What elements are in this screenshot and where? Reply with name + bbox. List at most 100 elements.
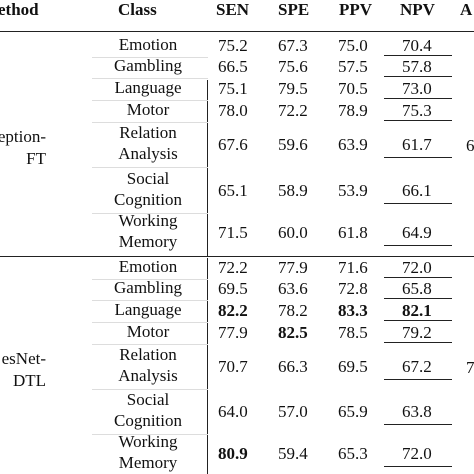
- cell-npv: 67.2: [402, 357, 432, 376]
- header-acc: A: [460, 0, 473, 19]
- cell-spe: 63.6: [278, 279, 308, 298]
- cell-ppv: 70.5: [338, 79, 368, 98]
- cell-spe: 78.2: [278, 301, 308, 320]
- cell-spe: 59.6: [278, 135, 308, 154]
- method-label: eption-: [0, 127, 46, 146]
- cell-spe: 79.5: [278, 79, 308, 98]
- cell-sen: 82.2: [218, 301, 248, 320]
- header-spe: SPE: [278, 0, 310, 19]
- cell-sen: 75.1: [218, 79, 248, 98]
- cell-spe: 59.4: [278, 444, 308, 463]
- cell-spe: 75.6: [278, 57, 308, 76]
- cell-npv: 57.8: [402, 57, 432, 76]
- npv-underline: [384, 342, 452, 343]
- cell-spe: 67.3: [278, 36, 308, 55]
- cell-sen: 66.5: [218, 57, 248, 76]
- cell-npv: 61.7: [402, 135, 432, 154]
- class-label: Relation: [119, 345, 177, 364]
- class-label: Working: [118, 211, 178, 230]
- class-label: Cognition: [113, 190, 182, 209]
- cell-ppv: 57.5: [338, 57, 368, 76]
- cell-sen: 70.7: [218, 357, 248, 376]
- row-separator: [92, 57, 208, 58]
- cell-ppv: 71.6: [338, 258, 368, 277]
- npv-underline: [384, 120, 452, 121]
- class-label: Emotion: [118, 35, 178, 54]
- cell-ppv: 75.0: [338, 36, 368, 55]
- cell-npv: 75.3: [402, 101, 432, 120]
- class-label: Cognition: [113, 411, 182, 430]
- class-label: Language: [114, 300, 182, 319]
- cell-ppv: 65.3: [338, 444, 368, 463]
- npv-underline: [384, 157, 452, 158]
- cell-spe: 57.0: [278, 402, 308, 421]
- npv-underline: [384, 277, 452, 278]
- class-label: Relation: [119, 123, 177, 142]
- cell-spe: 77.9: [278, 258, 308, 277]
- cell-npv: 65.8: [402, 279, 432, 298]
- cell-ppv: 69.5: [338, 357, 368, 376]
- cell-spe: 58.9: [278, 181, 308, 200]
- method-label: esNet-: [1, 349, 46, 368]
- column-divider: [207, 258, 208, 474]
- cell-npv: 82.1: [402, 301, 432, 320]
- cell-sen: 69.5: [218, 279, 248, 298]
- method-label: FT: [26, 149, 46, 168]
- cell-npv: 63.8: [402, 402, 432, 421]
- class-label: Analysis: [118, 144, 178, 163]
- cell-sen: 75.2: [218, 36, 248, 55]
- cell-npv: 72.0: [402, 444, 432, 463]
- cell-ppv: 53.9: [338, 181, 368, 200]
- cell-npv: 70.4: [402, 36, 432, 55]
- npv-underline: [384, 245, 452, 246]
- row-separator: [92, 78, 208, 79]
- accuracy-value: 6: [466, 136, 474, 155]
- class-label: Motor: [126, 100, 170, 119]
- cell-ppv: 61.8: [338, 223, 368, 242]
- accuracy-value: 7: [466, 358, 474, 377]
- cell-sen: 72.2: [218, 258, 248, 277]
- cell-spe: 72.2: [278, 101, 308, 120]
- cell-npv: 64.9: [402, 223, 432, 242]
- row-separator: [92, 344, 208, 345]
- cell-npv: 72.0: [402, 258, 432, 277]
- row-separator: [92, 300, 208, 301]
- cell-sen: 77.9: [218, 323, 248, 342]
- cell-ppv: 78.9: [338, 101, 368, 120]
- cell-spe: 66.3: [278, 357, 308, 376]
- class-label: Analysis: [118, 366, 178, 385]
- cell-sen: 67.6: [218, 135, 248, 154]
- class-label: Language: [114, 78, 182, 97]
- cell-ppv: 72.8: [338, 279, 368, 298]
- header-method: ethod: [0, 0, 39, 19]
- npv-underline: [384, 379, 452, 380]
- row-separator: [92, 167, 208, 168]
- cell-sen: 80.9: [218, 444, 248, 463]
- npv-underline: [384, 466, 452, 467]
- cell-npv: 73.0: [402, 79, 432, 98]
- method-label: DTL: [12, 371, 46, 390]
- header-npv: NPV: [400, 0, 435, 19]
- class-label: Motor: [126, 322, 170, 341]
- cell-spe: 82.5: [278, 323, 308, 342]
- class-label: Social: [126, 169, 170, 188]
- class-label: Memory: [118, 232, 178, 251]
- npv-underline: [384, 98, 452, 99]
- cell-sen: 78.0: [218, 101, 248, 120]
- npv-underline: [384, 203, 452, 204]
- cell-ppv: 63.9: [338, 135, 368, 154]
- cell-sen: 65.1: [218, 181, 248, 200]
- column-divider: [207, 80, 208, 256]
- cell-ppv: 65.9: [338, 402, 368, 421]
- npv-underline: [384, 55, 452, 56]
- header-ppv: PPV: [339, 0, 373, 19]
- npv-underline: [384, 424, 452, 425]
- cell-npv: 79.2: [402, 323, 432, 342]
- row-separator: [92, 389, 208, 390]
- npv-underline: [384, 298, 452, 299]
- row-separator: [92, 322, 208, 323]
- class-label: Memory: [118, 453, 178, 472]
- cell-ppv: 83.3: [338, 301, 368, 320]
- class-label: Emotion: [118, 257, 178, 276]
